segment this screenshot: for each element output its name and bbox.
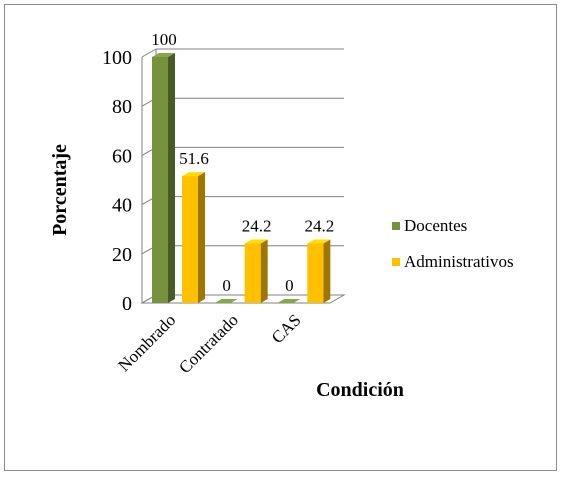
legend-label: Administrativos: [404, 252, 514, 271]
bar-front: [244, 243, 261, 303]
legend: Docentes Administrativos: [392, 216, 514, 271]
bar-administrativos-cas: [307, 239, 331, 303]
bar-top: [244, 239, 268, 244]
bar-top: [277, 299, 301, 303]
bar-top: [182, 172, 205, 177]
bar-top: [307, 239, 331, 244]
y-tick-label: 100: [102, 47, 132, 69]
bar-administrativos-nombrado: [182, 172, 205, 303]
x-tick-label: CAS: [268, 310, 305, 347]
bar-side: [260, 239, 268, 303]
chart-floor: [140, 294, 346, 304]
bar-docentes-contratado: [214, 299, 238, 303]
data-label: 51.6: [179, 149, 209, 168]
bar-side: [168, 53, 175, 303]
x-tick-label: Nombrado: [114, 310, 179, 375]
bar-front: [307, 243, 324, 303]
bar-administrativos-contratado: [244, 239, 268, 303]
data-label: 0: [222, 276, 231, 295]
bar-front: [152, 57, 168, 303]
y-axis-title: Porcentaje: [49, 144, 71, 236]
y-tick-label: 20: [112, 244, 132, 266]
bars: [152, 53, 331, 303]
chart-frame: [4, 4, 557, 471]
bar-docentes-cas: [277, 299, 301, 303]
bar-side: [198, 172, 205, 303]
data-label: 100: [151, 30, 177, 49]
data-label: 24.2: [242, 216, 272, 235]
data-label: 0: [285, 276, 294, 295]
x-axis-title: Condición: [316, 379, 404, 401]
legend-label: Docentes: [404, 216, 467, 235]
gridline-side: [141, 48, 157, 58]
legend-swatch: [392, 222, 400, 230]
labels: 0 20 40 60 80 100 100 0 0 51.6 24.2 24.2 NombradoCon…: [102, 30, 334, 377]
legend-swatch: [392, 258, 400, 266]
bar-top: [214, 299, 238, 303]
y-tick-label: 60: [112, 145, 132, 167]
y-tick-label: 0: [122, 293, 132, 315]
data-label: 24.2: [304, 216, 334, 235]
bar-top: [152, 53, 175, 57]
y-tick-label: 80: [112, 96, 132, 118]
bar-side: [323, 239, 331, 303]
bar-docentes-nombrado: [152, 53, 175, 303]
bar-front: [182, 176, 198, 303]
x-tick-label: Contratado: [175, 310, 242, 377]
y-tick-label: 40: [112, 195, 132, 217]
